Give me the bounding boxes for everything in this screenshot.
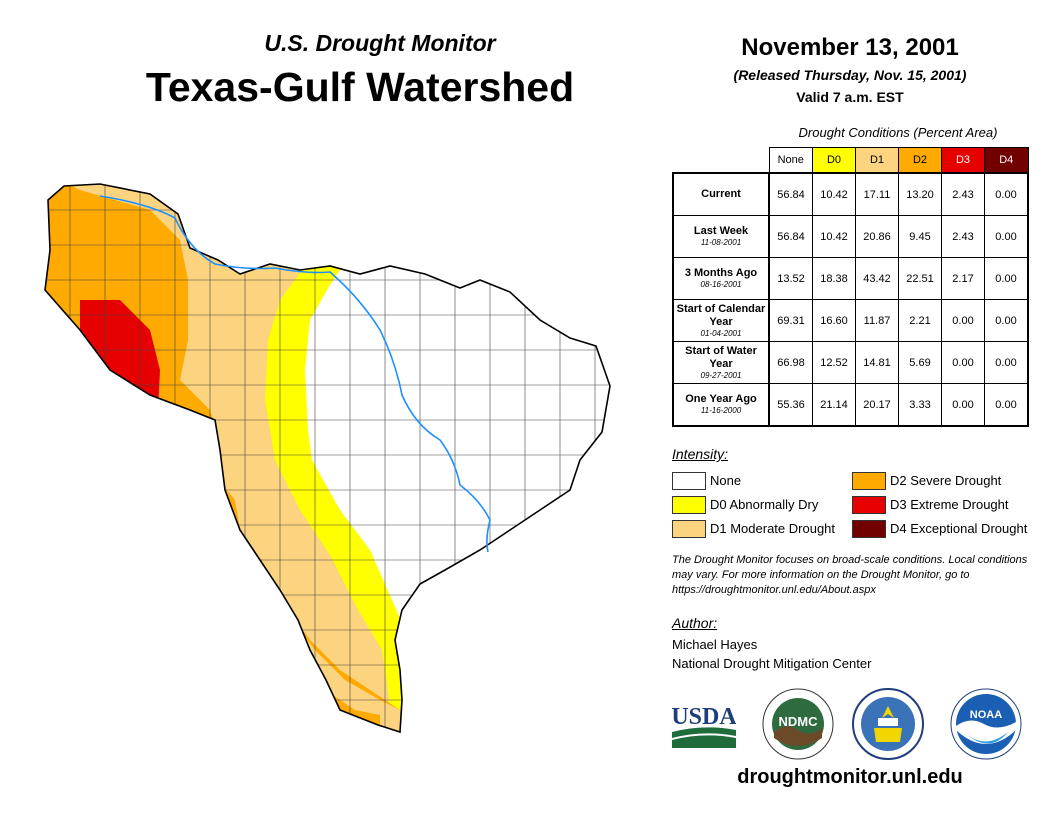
- table-row: Start of Water Year 09-27-2001 66.98 12.52 1…: [672, 341, 1029, 384]
- table-cell: 56.84: [768, 172, 813, 216]
- drought-conditions-table: None D0 D1 D2 D3 D4 Current 56.84 10.42 17.…: [672, 147, 1029, 427]
- table-cell: 18.38: [812, 257, 856, 300]
- legend-label: D0 Abnormally Dry: [710, 497, 819, 512]
- table-cell: 0.00: [984, 257, 1029, 300]
- table-cell: 21.14: [812, 383, 856, 427]
- table-cell: 55.36: [768, 383, 813, 427]
- row-label: 3 Months Ago 08-16-2001: [672, 257, 770, 300]
- author-organization: National Drought Mitigation Center: [672, 656, 872, 671]
- row-label: Start of Water Year 09-27-2001: [672, 341, 770, 384]
- table-cell: 14.81: [855, 341, 899, 384]
- table-cell: 2.17: [941, 257, 985, 300]
- ndmc-logo: NDMC: [762, 688, 834, 760]
- table-caption: Drought Conditions (Percent Area): [798, 125, 998, 140]
- map-date: November 13, 2001: [741, 34, 959, 61]
- table-cell: 20.17: [855, 383, 899, 427]
- noaa-logo-text: NOAA: [970, 709, 1002, 721]
- table-cell: 12.52: [812, 341, 856, 384]
- table-cell: 2.43: [941, 215, 985, 258]
- legend-label: None: [710, 473, 742, 488]
- table-row: Last Week 11-08-2001 56.84 10.42 20.86 9.45 2.…: [672, 215, 1029, 258]
- map-title: Texas-Gulf Watershed: [145, 64, 575, 110]
- table-cell: 11.87: [855, 299, 899, 342]
- table-cell: 0.00: [984, 299, 1029, 342]
- legend-label: D3 Extreme Drought: [890, 497, 1009, 512]
- table-cell: 0.00: [941, 299, 985, 342]
- table-cell: 0.00: [984, 383, 1029, 427]
- author-heading: Author:: [672, 615, 718, 631]
- table-row: Start of Calendar Year 01-04-2001 69.31 16.…: [672, 299, 1029, 342]
- valid-time: Valid 7 a.m. EST: [796, 89, 904, 105]
- row-label: Current: [672, 172, 770, 216]
- table-cell: 3.33: [898, 383, 942, 427]
- legend-swatch: [672, 520, 706, 538]
- col-header-none: None: [768, 147, 813, 174]
- table-cell: 43.42: [855, 257, 899, 300]
- table-cell: 10.42: [812, 215, 856, 258]
- table-cell: 69.31: [768, 299, 813, 342]
- col-header-d1: D1: [855, 147, 899, 174]
- drought-map: [44, 183, 611, 733]
- col-header-d3: D3: [941, 147, 985, 174]
- col-header-d0: D0: [812, 147, 856, 174]
- website-url[interactable]: droughtmonitor.unl.edu: [737, 766, 963, 788]
- legend-title: Intensity:: [672, 446, 729, 462]
- table-cell: 13.20: [898, 172, 942, 216]
- disclaimer-note: The Drought Monitor focuses on broad-sca…: [672, 554, 1028, 596]
- table-row: Current 56.84 10.42 17.11 13.20 2.43 0.00: [672, 172, 1029, 216]
- table-cell: 13.52: [768, 257, 813, 300]
- table-row: One Year Ago 11-16-2000 55.36 21.14 20.17 3.3…: [672, 383, 1029, 427]
- table-cell: 17.11: [855, 172, 899, 216]
- legend-swatch: [852, 496, 886, 514]
- table-cell: 66.98: [768, 341, 813, 384]
- table-cell: 2.43: [941, 172, 985, 216]
- row-label: One Year Ago 11-16-2000: [672, 383, 770, 427]
- table-cell: 20.86: [855, 215, 899, 258]
- noaa-logo: NOAA: [950, 688, 1022, 760]
- legend-swatch: [852, 520, 886, 538]
- table-cell: 22.51: [898, 257, 942, 300]
- col-header-d2: D2: [898, 147, 942, 174]
- table-cell: 16.60: [812, 299, 856, 342]
- table-row: 3 Months Ago 08-16-2001 13.52 18.38 43.42 22.…: [672, 257, 1029, 300]
- legend-swatch: [852, 472, 886, 490]
- table-cell: 5.69: [898, 341, 942, 384]
- usda-logo: USDA: [672, 704, 736, 748]
- table-cell: 0.00: [984, 341, 1029, 384]
- table-cell: 0.00: [984, 172, 1029, 216]
- ndmc-logo-text: NDMC: [779, 714, 819, 729]
- col-header-d4: D4: [984, 147, 1029, 174]
- drought-zones: [45, 184, 610, 732]
- table-cell: 56.84: [768, 215, 813, 258]
- table-cell: 2.21: [898, 299, 942, 342]
- author-name: Michael Hayes: [672, 637, 758, 652]
- usda-logo-text: USDA: [672, 704, 736, 730]
- map-subtitle: U.S. Drought Monitor: [264, 30, 496, 56]
- table-cell: 0.00: [941, 341, 985, 384]
- row-label: Start of Calendar Year 01-04-2001: [672, 299, 770, 342]
- table-cell: 0.00: [941, 383, 985, 427]
- row-label: Last Week 11-08-2001: [672, 215, 770, 258]
- river: [99, 195, 491, 553]
- table-cell: 9.45: [898, 215, 942, 258]
- table-header-row: None D0 D1 D2 D3 D4: [673, 147, 1029, 174]
- legend-label: D1 Moderate Drought: [710, 521, 836, 536]
- usace-seal-logo: [852, 688, 924, 760]
- legend-swatch: [672, 496, 706, 514]
- legend-swatch: [672, 472, 706, 490]
- table-cell: 0.00: [984, 215, 1029, 258]
- legend-label: D2 Severe Drought: [890, 473, 1002, 488]
- legend-label: D4 Exceptional Drought: [890, 521, 1028, 536]
- table-cell: 10.42: [812, 172, 856, 216]
- release-date: (Released Thursday, Nov. 15, 2001): [733, 67, 967, 83]
